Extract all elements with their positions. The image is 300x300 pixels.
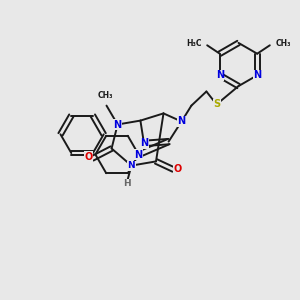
Text: CH₃: CH₃	[97, 91, 113, 100]
Text: CH₃: CH₃	[275, 39, 291, 48]
Text: N: N	[134, 149, 143, 160]
Text: N: N	[216, 70, 224, 80]
Text: O: O	[85, 152, 93, 162]
Text: N: N	[253, 70, 261, 80]
Text: N: N	[113, 119, 122, 130]
Text: N: N	[140, 138, 148, 148]
Text: H: H	[123, 179, 130, 188]
Text: N: N	[128, 161, 135, 170]
Text: O: O	[174, 164, 182, 175]
Text: N: N	[177, 116, 186, 127]
Text: H₃C: H₃C	[186, 39, 202, 48]
Text: S: S	[213, 99, 220, 110]
